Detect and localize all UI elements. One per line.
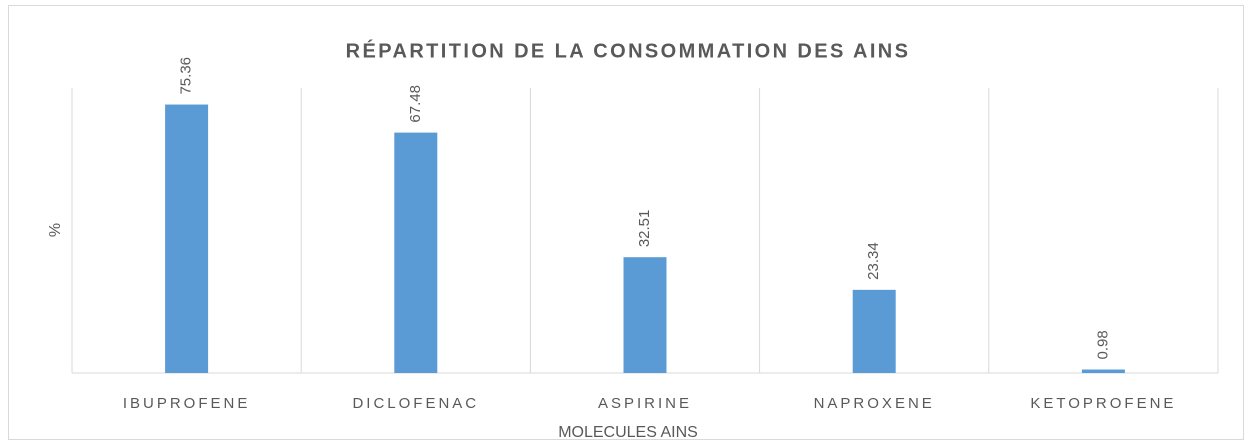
bar bbox=[394, 132, 438, 373]
data-label: 75.36 bbox=[178, 57, 195, 95]
bar bbox=[623, 257, 667, 373]
bar bbox=[852, 289, 896, 373]
chart-title: RÉPARTITION DE LA CONSOMMATION DES AINS bbox=[346, 39, 911, 62]
bar bbox=[165, 104, 209, 373]
y-axis-title: % bbox=[47, 223, 64, 237]
bar bbox=[1081, 369, 1125, 373]
x-tick-label: KETOPROFENE bbox=[1030, 395, 1176, 412]
x-tick-label: NAPROXENE bbox=[814, 395, 935, 412]
data-label: 67.48 bbox=[407, 85, 424, 123]
x-tick-label: ASPIRINE bbox=[598, 395, 692, 412]
data-label: 0.98 bbox=[1094, 330, 1111, 359]
x-tick-label: IBUPROFENE bbox=[123, 395, 251, 412]
data-label: 32.51 bbox=[636, 210, 653, 248]
x-tick-label: DICLOFENAC bbox=[352, 395, 479, 412]
x-axis-title: MOLECULES AINS bbox=[558, 424, 698, 441]
data-label: 23.34 bbox=[865, 242, 882, 280]
